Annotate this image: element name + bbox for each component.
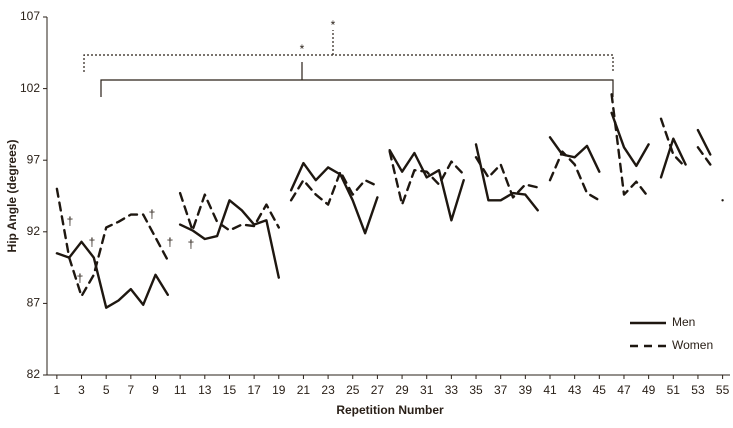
x-tick-label: 33: [445, 383, 459, 397]
x-tick-label: 29: [395, 383, 409, 397]
x-tick-label: 55: [716, 383, 730, 397]
x-tick-label: 25: [346, 383, 360, 397]
annotation: *: [331, 18, 336, 32]
annotation: †: [149, 207, 156, 221]
annotation: †: [67, 214, 74, 228]
x-tick-label: 5: [103, 383, 110, 397]
x-tick-label: 37: [494, 383, 508, 397]
y-tick-label: 102: [20, 81, 40, 95]
y-tick-label: 82: [27, 367, 41, 381]
x-tick-label: 17: [247, 383, 261, 397]
x-tick-label: 13: [198, 383, 212, 397]
y-tick-label: 92: [27, 224, 41, 238]
annotation: *: [300, 42, 305, 56]
x-tick-label: 39: [519, 383, 533, 397]
x-tick-label: 43: [568, 383, 582, 397]
x-tick-label: 7: [127, 383, 134, 397]
x-tick-label: 11: [174, 383, 187, 397]
x-tick-label: 49: [642, 383, 656, 397]
x-tick-label: 27: [371, 383, 385, 397]
dotted-bracket: [83, 30, 614, 72]
x-tick-label: 53: [691, 383, 705, 397]
x-tick-label: 19: [272, 383, 286, 397]
x-tick-label: 3: [78, 383, 85, 397]
legend-label: Women: [672, 338, 713, 352]
x-tick-label: 23: [321, 383, 335, 397]
series-line: [55, 93, 724, 298]
x-tick-label: 35: [469, 383, 483, 397]
x-axis-title: Repetition Number: [336, 403, 444, 417]
y-tick-label: 97: [27, 152, 41, 166]
x-tick-label: 47: [617, 383, 631, 397]
x-tick-label: 51: [667, 383, 681, 397]
x-tick-label: 31: [420, 383, 434, 397]
x-tick-label: 45: [593, 383, 607, 397]
x-tick-label: 21: [297, 383, 311, 397]
annotation: †: [188, 237, 195, 251]
annotation: †: [77, 271, 84, 285]
annotation: †: [167, 235, 174, 249]
annotation: †: [89, 235, 96, 249]
series-line: [55, 111, 724, 309]
solid-bracket: [100, 62, 614, 97]
legend-label: Men: [672, 315, 695, 329]
x-tick-label: 9: [152, 383, 159, 397]
y-axis-title: Hip Angle (degrees): [5, 140, 19, 253]
x-tick-label: 41: [543, 383, 557, 397]
y-tick-label: 107: [20, 9, 40, 23]
y-tick-label: 87: [27, 296, 41, 310]
x-tick-label: 1: [54, 383, 61, 397]
x-tick-label: 15: [223, 383, 237, 397]
